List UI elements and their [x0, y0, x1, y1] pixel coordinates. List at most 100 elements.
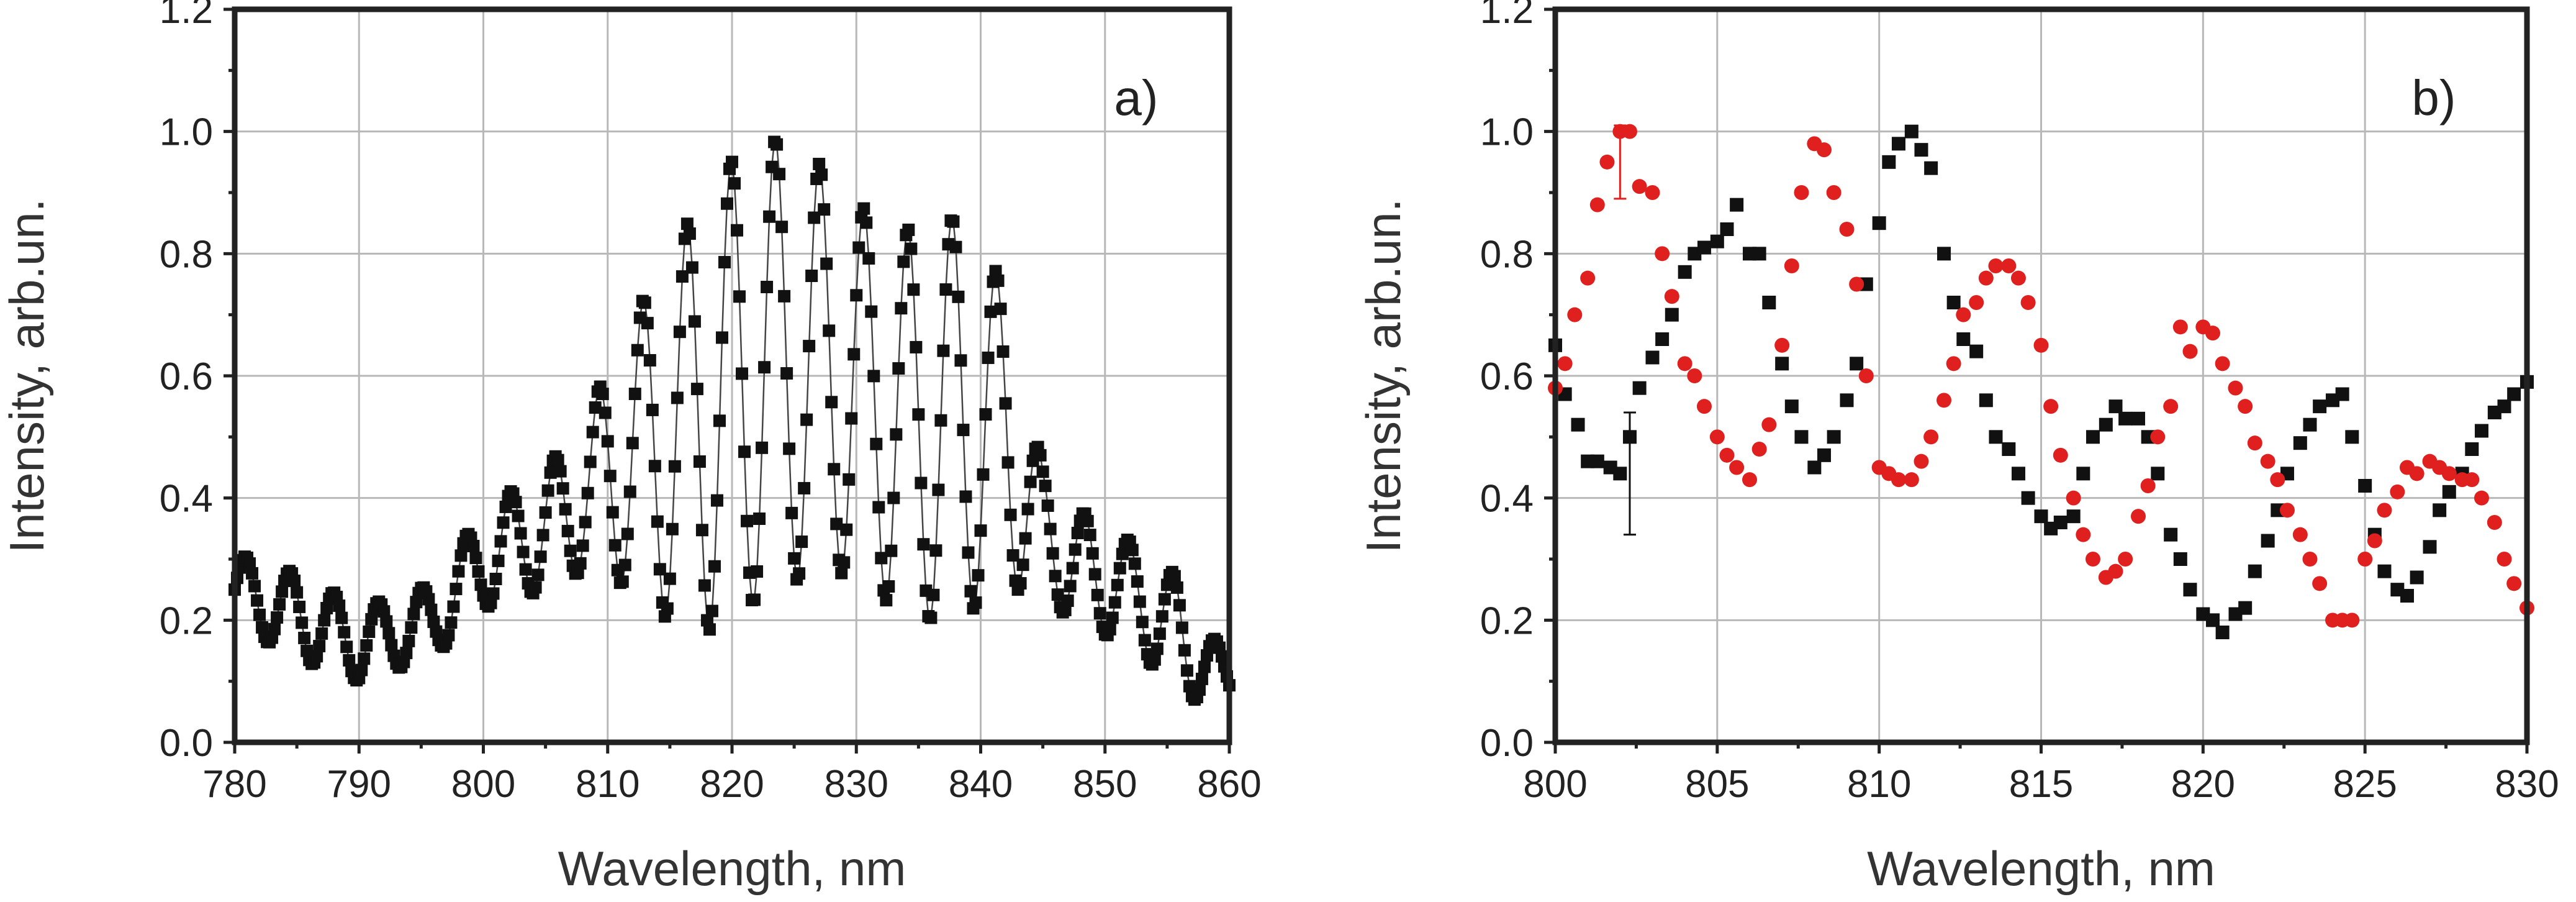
- x-tick-label: 790: [327, 763, 391, 806]
- data-point: [1108, 596, 1121, 609]
- data-point: [1978, 270, 1994, 286]
- data-point: [2043, 399, 2059, 414]
- data-point: [840, 523, 853, 536]
- data-point: [708, 560, 721, 573]
- data-point: [2150, 429, 2166, 445]
- data-point: [608, 539, 621, 552]
- data-point: [1904, 124, 1918, 139]
- data-point: [949, 240, 962, 253]
- data-point: [450, 583, 463, 596]
- data-point: [564, 544, 577, 557]
- data-point: [310, 650, 323, 663]
- data-point: [803, 340, 816, 353]
- data-point: [599, 406, 612, 419]
- x-axis-label: Wavelength, nm: [1867, 841, 2215, 896]
- data-point: [1046, 547, 1059, 560]
- data-point: [1849, 276, 1864, 292]
- data-point: [820, 257, 833, 270]
- data-point: [838, 556, 851, 569]
- data-point: [2140, 478, 2156, 493]
- data-point: [340, 640, 353, 654]
- data-point: [1924, 161, 1938, 175]
- data-point: [999, 397, 1012, 410]
- data-point: [2020, 295, 2036, 310]
- data-point: [561, 524, 574, 537]
- data-point: [924, 611, 938, 624]
- data-point: [626, 437, 639, 450]
- data-point: [2021, 491, 2035, 505]
- data-point: [2293, 436, 2307, 450]
- data-point: [775, 221, 789, 234]
- data-point: [2260, 453, 2275, 469]
- data-point: [890, 428, 903, 441]
- data-point: [957, 424, 970, 437]
- data-point: [736, 367, 749, 380]
- data-point: [1111, 578, 1124, 591]
- data-point: [603, 470, 617, 483]
- data-point: [1632, 381, 1647, 395]
- data-point: [554, 465, 567, 478]
- y-tick-label: 0.8: [1480, 233, 1534, 276]
- data-point: [2163, 399, 2179, 414]
- data-point: [688, 315, 701, 328]
- y-tick-label: 0.0: [160, 722, 213, 765]
- x-tick-label: 810: [576, 763, 639, 806]
- data-point: [2002, 442, 2016, 456]
- data-point: [646, 403, 659, 416]
- data-point: [915, 476, 928, 490]
- data-point: [2118, 552, 2133, 567]
- data-point: [271, 611, 284, 624]
- data-point: [2076, 527, 2091, 542]
- data-point: [773, 168, 786, 181]
- data-point: [2033, 337, 2049, 353]
- data-point: [452, 565, 465, 578]
- y-tick-label: 0.2: [160, 599, 213, 642]
- data-point: [989, 265, 1002, 278]
- data-point: [1590, 454, 1604, 468]
- data-point: [2053, 516, 2068, 529]
- data-point: [783, 442, 796, 455]
- data-point: [1613, 467, 1627, 481]
- data-point: [1632, 179, 1647, 194]
- data-point: [793, 567, 806, 580]
- data-point: [997, 345, 1010, 358]
- data-point: [1006, 549, 1019, 562]
- data-point: [2215, 356, 2230, 371]
- data-point: [2183, 583, 2197, 597]
- data-point: [954, 354, 967, 367]
- data-point: [1049, 570, 1062, 583]
- data-point: [731, 224, 744, 237]
- data-point: [454, 549, 468, 562]
- data-point: [661, 602, 674, 615]
- data-point: [385, 639, 398, 652]
- data-point: [623, 485, 636, 498]
- data-point: [1198, 660, 1211, 673]
- x-tick-label: 820: [700, 763, 764, 806]
- data-point: [1761, 417, 1777, 432]
- data-point: [606, 506, 619, 519]
- x-axis-label: Wavelength, nm: [558, 841, 906, 896]
- data-point: [1807, 460, 1822, 475]
- data-point: [487, 587, 500, 600]
- data-point: [1193, 683, 1206, 696]
- plot-frame: [1552, 6, 2530, 745]
- data-point: [2053, 447, 2068, 463]
- data-point: [474, 578, 487, 591]
- data-point: [1816, 142, 1832, 158]
- y-tick-label: 1.0: [160, 111, 213, 154]
- data-point: [1170, 581, 1183, 594]
- data-point: [927, 588, 940, 601]
- data-point: [519, 563, 532, 576]
- data-point: [897, 255, 910, 268]
- data-point: [288, 574, 301, 587]
- data-point: [1131, 575, 1144, 588]
- data-point: [1655, 246, 1670, 262]
- data-point: [2442, 485, 2456, 499]
- data-point: [1036, 465, 1049, 478]
- data-point: [268, 622, 281, 636]
- data-point: [748, 593, 761, 606]
- data-point: [698, 579, 711, 592]
- data-point: [1567, 307, 1583, 322]
- data-point: [1850, 357, 1864, 371]
- data-point: [407, 608, 420, 621]
